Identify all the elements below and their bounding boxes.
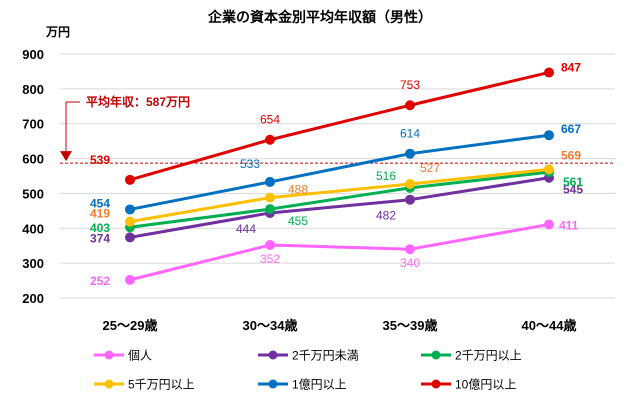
y-tick-label: 300: [22, 256, 44, 271]
x-tick-label: 25～29歳: [103, 318, 158, 333]
data-point: [405, 148, 415, 159]
series-line: [129, 222, 550, 282]
chart-title: 企業の資本金別平均年収額（男性）: [207, 9, 432, 25]
series-6: [125, 67, 554, 185]
legend-label: 2千万円以上: [455, 349, 522, 363]
y-tick-label: 200: [22, 291, 44, 306]
y-tick-label: 600: [22, 152, 44, 167]
series-line: [129, 170, 550, 229]
data-label: 374: [90, 231, 110, 245]
legend-label: 5千万円以上: [128, 378, 195, 392]
x-tick-label: 35～39歳: [383, 318, 438, 333]
data-point: [265, 192, 275, 203]
average-arrow-head: [60, 151, 72, 162]
data-label: 482: [376, 209, 396, 223]
series-4: [125, 164, 554, 227]
data-label: 411: [559, 218, 579, 232]
y-tick-label: 700: [22, 117, 44, 132]
y-axis-ticks: 200 300 400 500 600 700 800 900: [22, 47, 44, 306]
data-label: 533: [240, 157, 260, 171]
data-point: [265, 240, 275, 251]
legend-swatch-marker: [268, 350, 278, 360]
data-label: 252: [90, 274, 110, 288]
y-tick-label: 500: [22, 186, 44, 201]
legend-swatch-marker: [104, 350, 114, 360]
data-point: [544, 130, 554, 141]
series-1: [125, 219, 554, 285]
data-label: 527: [420, 161, 440, 175]
y-axis-unit: 万円: [45, 25, 70, 39]
legend-swatch-marker: [431, 350, 441, 360]
data-point: [125, 274, 135, 285]
data-label: 444: [236, 222, 256, 236]
legend-item: 5千万円以上: [94, 378, 195, 392]
data-label: 488: [288, 183, 308, 197]
data-label: 545: [563, 183, 583, 197]
legend-swatch-marker: [104, 379, 114, 389]
legend-item: 1億円以上: [258, 378, 347, 392]
data-label: 569: [561, 148, 581, 162]
series-2: [125, 172, 554, 243]
series-line: [129, 71, 550, 182]
data-point: [265, 204, 275, 215]
data-point: [405, 244, 415, 255]
y-tick-label: 900: [22, 47, 44, 62]
data-point: [544, 164, 554, 175]
series-line: [129, 176, 550, 239]
data-point: [125, 174, 135, 185]
data-point: [265, 176, 275, 187]
data-point: [544, 67, 554, 78]
data-label: 667: [561, 122, 581, 136]
data-point: [405, 100, 415, 111]
data-label: 614: [400, 127, 420, 141]
series-line: [129, 133, 550, 211]
legend-item: 10億円以上: [421, 378, 516, 392]
legend-label: 1億円以上: [292, 378, 347, 392]
data-point: [265, 134, 275, 145]
data-label: 352: [260, 252, 280, 266]
x-tick-label: 30～34歳: [243, 318, 298, 333]
data-label: 454: [90, 196, 110, 210]
x-axis-ticks: 25～29歳 30～34歳 35～39歳 40～44歳: [103, 318, 577, 333]
data-point: [125, 216, 135, 227]
data-label: 847: [561, 60, 581, 74]
data-label: 403: [90, 221, 110, 235]
data-point: [405, 194, 415, 205]
data-point: [125, 204, 135, 215]
data-label: 419: [90, 207, 110, 221]
legend-item: 2千万円以上: [421, 349, 522, 363]
legend-swatch-marker: [431, 379, 441, 389]
legend-item: 個人: [94, 349, 152, 363]
data-label: 455: [288, 214, 308, 228]
data-label: 753: [400, 78, 420, 92]
data-label: 539: [90, 153, 110, 167]
legend-label: 10億円以上: [455, 378, 516, 392]
data-point: [544, 219, 554, 230]
legend-label: 個人: [128, 349, 152, 363]
series-line: [129, 167, 550, 224]
y-tick-label: 400: [22, 221, 44, 236]
data-label: 516: [376, 169, 396, 183]
legend-label: 2千万円未満: [292, 349, 359, 363]
x-tick-label: 40～44歳: [522, 318, 577, 333]
average-label: 平均年収：587万円: [86, 94, 190, 109]
y-tick-label: 800: [22, 82, 44, 97]
series: [125, 67, 554, 285]
data-point: [405, 179, 415, 190]
legend-item: 2千万円未満: [258, 349, 359, 363]
average-reference: 平均年収：587万円: [60, 94, 615, 164]
series-5: [125, 130, 554, 215]
data-label: 340: [400, 256, 420, 270]
legend: 個人 2千万円未満 2千万円以上 5千万円以上 1億円以上 10億円以上: [94, 349, 522, 392]
data-label: 561: [563, 175, 583, 189]
data-label: 654: [260, 113, 280, 127]
data-point: [125, 232, 135, 243]
legend-swatch-marker: [268, 379, 278, 389]
